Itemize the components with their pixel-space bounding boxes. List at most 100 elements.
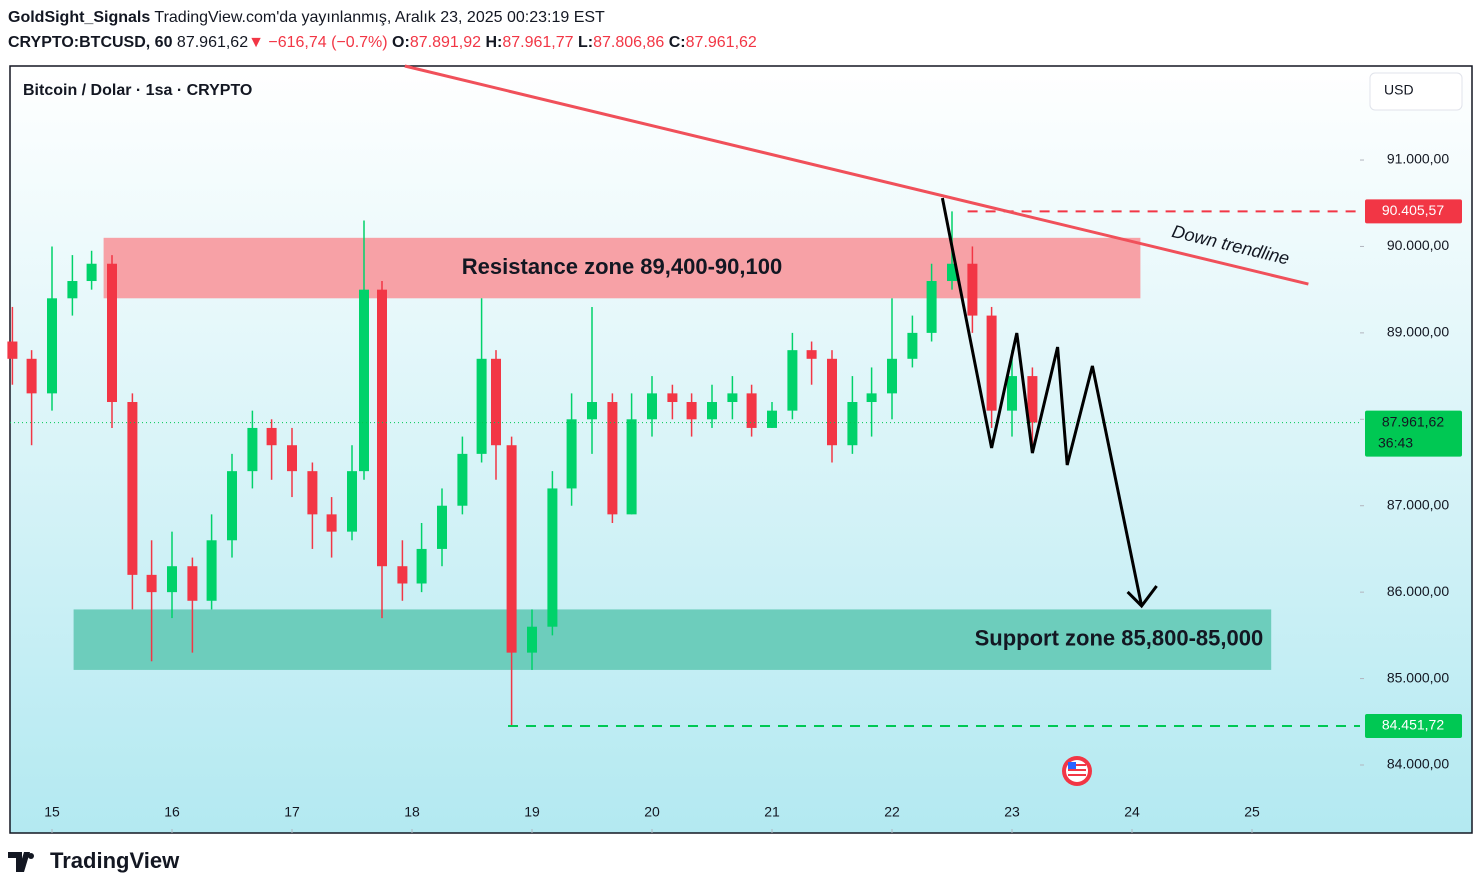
- candle-body: [1027, 376, 1038, 423]
- x-tick-label: 18: [404, 804, 420, 820]
- y-tick-label: 91.000,00: [1387, 151, 1449, 167]
- author: GoldSight_Signals: [8, 9, 150, 26]
- candle-body: [397, 566, 408, 584]
- candle-body: [476, 358, 487, 454]
- c-label: C:: [669, 34, 686, 51]
- candle-body: [907, 332, 918, 359]
- candle-body: [667, 393, 678, 403]
- candle-body: [686, 402, 697, 420]
- flag-icon: [1062, 756, 1092, 786]
- candle-body: [326, 514, 337, 532]
- price-badge: [1365, 410, 1462, 457]
- candle-body: [1007, 376, 1017, 411]
- candle-body: [967, 263, 978, 316]
- o-value: 87.891,92: [410, 34, 481, 51]
- candle-body: [377, 289, 387, 567]
- candle-body: [287, 445, 297, 472]
- candle-body: [247, 427, 258, 472]
- footer-brand: TradingView: [50, 848, 180, 873]
- x-tick-label: 22: [884, 804, 900, 820]
- y-tick-label: 84.000,00: [1387, 756, 1449, 772]
- arrow-head: [1126, 585, 1158, 609]
- candle-body: [347, 471, 357, 532]
- candle-body: [707, 402, 717, 420]
- x-tick-label: 21: [764, 804, 780, 820]
- price-badge: [1365, 713, 1462, 738]
- h-value: 87.961,77: [502, 34, 573, 51]
- candle-body: [146, 574, 157, 593]
- candle-body: [359, 289, 369, 472]
- candle-body: [887, 358, 897, 394]
- last: 87.961,62: [177, 34, 248, 51]
- symbol: CRYPTO:BTCUSD, 60: [8, 34, 173, 51]
- currency[interactable]: USD: [1384, 82, 1414, 98]
- price-label: 90.405,57: [1382, 202, 1444, 218]
- candle-body: [746, 393, 757, 428]
- trendline: [404, 64, 1309, 286]
- y-tick-label: 89.000,00: [1387, 324, 1449, 340]
- y-tick-label: 86.000,00: [1387, 583, 1449, 599]
- h-label: H:: [485, 34, 502, 51]
- zone: [73, 609, 1272, 670]
- candle-body: [266, 427, 277, 446]
- change: ▼ −616,74 (−0.7%): [248, 34, 387, 51]
- candle-body: [547, 488, 558, 627]
- candle-body: [437, 505, 447, 549]
- price-label: 87.961,62: [1382, 413, 1444, 429]
- candle-body: [587, 402, 597, 420]
- candle-body: [607, 402, 618, 515]
- candle-body: [866, 393, 877, 403]
- candle-body: [167, 566, 177, 593]
- candle-body: [307, 471, 318, 515]
- candle-body: [457, 453, 468, 506]
- candle-body: [806, 350, 817, 359]
- candle-body: [107, 263, 117, 403]
- zone-label: Support zone 85,800-85,000: [975, 625, 1264, 650]
- y-tick-label: 85.000,00: [1387, 669, 1449, 685]
- x-tick-label: 17: [284, 804, 300, 820]
- candle-body: [491, 358, 501, 446]
- published: TradingView.com'da yayınlanmış, Aralık 2…: [154, 9, 605, 26]
- candle-body: [506, 445, 517, 653]
- l-value: 87.806,86: [593, 34, 664, 51]
- x-tick-label: 25: [1244, 804, 1260, 820]
- footer-logo: [8, 852, 34, 872]
- currency-button[interactable]: [1369, 72, 1463, 111]
- candle-body: [127, 402, 138, 575]
- x-tick-label: 20: [644, 804, 660, 820]
- candle-body: [47, 298, 57, 394]
- candle-body: [727, 393, 738, 403]
- symbol-title: Bitcoin / Dolar · 1sa · CRYPTO: [23, 82, 252, 99]
- candle-body: [926, 281, 937, 333]
- x-tick-label: 15: [44, 804, 60, 820]
- y-tick-label: 87.000,00: [1387, 496, 1449, 512]
- y-tick-label: 90.000,00: [1387, 237, 1449, 253]
- chart-frame: [9, 65, 1473, 834]
- candle-body: [647, 393, 657, 420]
- x-tick-label: 19: [524, 804, 540, 820]
- price-badge: [1365, 199, 1462, 224]
- candle-body: [26, 358, 37, 394]
- ohlc-line: CRYPTO:BTCUSD, 60 87.961,62▼ −616,74 (−0…: [8, 34, 757, 51]
- candle-body: [7, 341, 18, 359]
- c-value: 87.961,62: [686, 34, 757, 51]
- candle-body: [787, 350, 798, 411]
- candle-body: [947, 263, 957, 282]
- candle-body: [986, 315, 997, 411]
- candle-body: [67, 281, 78, 299]
- candle-body: [566, 419, 577, 489]
- candle-body: [227, 471, 237, 541]
- candle-body: [206, 540, 217, 601]
- candle-body: [767, 410, 777, 428]
- candle-body: [827, 358, 837, 446]
- candle-body: [416, 548, 427, 584]
- o-label: O:: [392, 34, 410, 51]
- x-tick-label: 24: [1124, 804, 1140, 820]
- x-tick-label: 16: [164, 804, 180, 820]
- price-label: 84.451,72: [1382, 717, 1444, 733]
- countdown: 36:43: [1378, 434, 1413, 450]
- candle-body: [187, 566, 198, 601]
- candle-body: [86, 263, 97, 282]
